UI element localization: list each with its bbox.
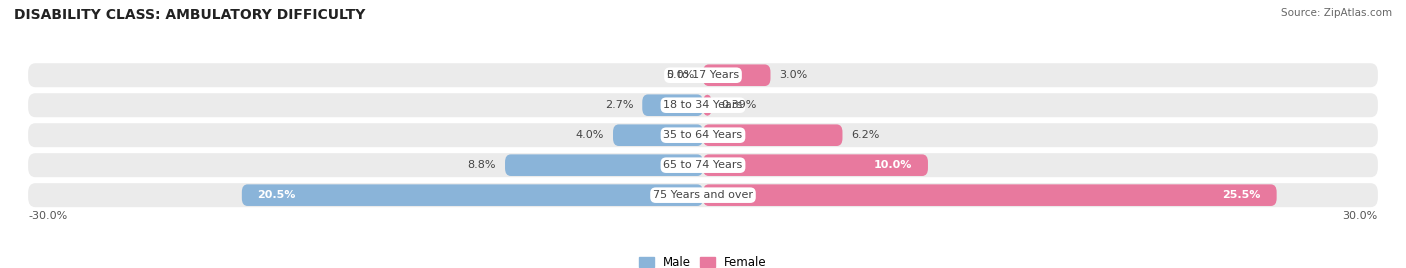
FancyBboxPatch shape xyxy=(703,184,1277,206)
Text: 2.7%: 2.7% xyxy=(605,100,633,110)
FancyBboxPatch shape xyxy=(28,63,1378,87)
Text: 75 Years and over: 75 Years and over xyxy=(652,190,754,200)
FancyBboxPatch shape xyxy=(703,154,928,176)
FancyBboxPatch shape xyxy=(28,123,1378,147)
Text: 5 to 17 Years: 5 to 17 Years xyxy=(666,70,740,80)
FancyBboxPatch shape xyxy=(28,183,1378,207)
FancyBboxPatch shape xyxy=(505,154,703,176)
Text: DISABILITY CLASS: AMBULATORY DIFFICULTY: DISABILITY CLASS: AMBULATORY DIFFICULTY xyxy=(14,8,366,22)
Text: 10.0%: 10.0% xyxy=(875,160,912,170)
Text: 8.8%: 8.8% xyxy=(468,160,496,170)
Text: 0.0%: 0.0% xyxy=(666,70,695,80)
Text: 35 to 64 Years: 35 to 64 Years xyxy=(664,130,742,140)
Text: 0.39%: 0.39% xyxy=(721,100,756,110)
FancyBboxPatch shape xyxy=(613,124,703,146)
Text: 65 to 74 Years: 65 to 74 Years xyxy=(664,160,742,170)
Text: -30.0%: -30.0% xyxy=(28,211,67,221)
Text: Source: ZipAtlas.com: Source: ZipAtlas.com xyxy=(1281,8,1392,18)
FancyBboxPatch shape xyxy=(643,94,703,116)
Text: 18 to 34 Years: 18 to 34 Years xyxy=(664,100,742,110)
FancyBboxPatch shape xyxy=(703,124,842,146)
FancyBboxPatch shape xyxy=(28,93,1378,117)
Text: 6.2%: 6.2% xyxy=(852,130,880,140)
Text: 4.0%: 4.0% xyxy=(575,130,605,140)
FancyBboxPatch shape xyxy=(242,184,703,206)
FancyBboxPatch shape xyxy=(28,153,1378,177)
Text: 30.0%: 30.0% xyxy=(1343,211,1378,221)
Legend: Male, Female: Male, Female xyxy=(640,256,766,268)
Text: 3.0%: 3.0% xyxy=(779,70,807,80)
FancyBboxPatch shape xyxy=(703,94,711,116)
Text: 25.5%: 25.5% xyxy=(1223,190,1261,200)
Text: 20.5%: 20.5% xyxy=(257,190,295,200)
FancyBboxPatch shape xyxy=(703,64,770,86)
